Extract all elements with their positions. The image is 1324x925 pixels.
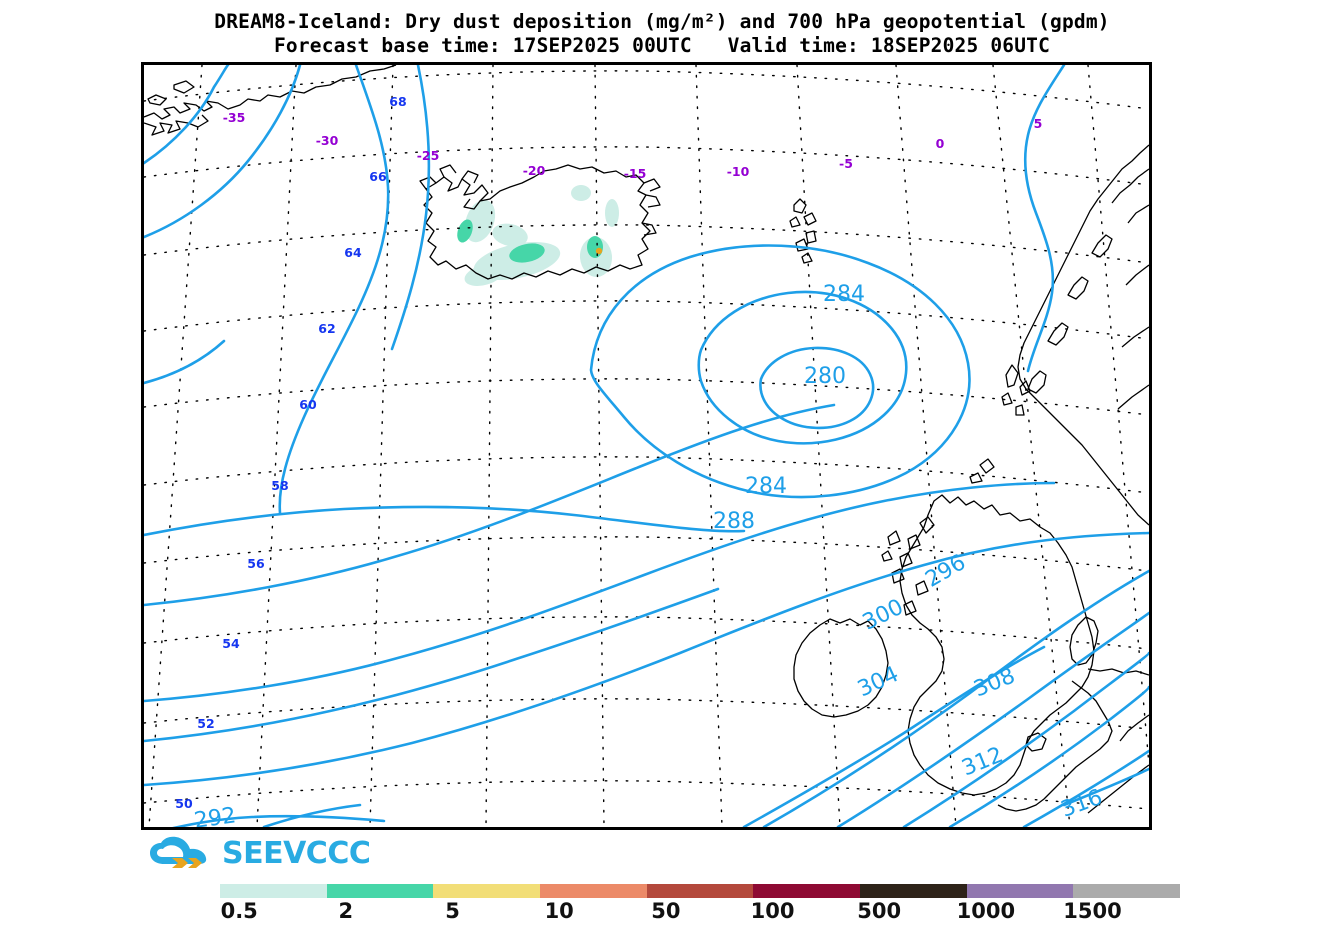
colorbar-segment — [646, 884, 754, 898]
latitude-labels: 68 66 64 62 60 58 56 54 52 50 — [175, 94, 406, 811]
colorbar-tick-label: 1500 — [1063, 899, 1122, 923]
svg-text:280: 280 — [804, 364, 846, 389]
svg-text:-5: -5 — [839, 156, 853, 171]
svg-text:50: 50 — [175, 796, 193, 811]
colorbar-segment — [433, 884, 541, 898]
colorbar-segment — [326, 884, 434, 898]
svg-text:62: 62 — [318, 321, 335, 336]
colorbar-tick-label: 1000 — [956, 899, 1016, 923]
svg-text:284: 284 — [745, 474, 787, 499]
svg-text:300: 300 — [859, 595, 908, 636]
map-canvas: -35 -30 -25 -20 -15 -10 -5 0 5 68 66 64 … — [144, 65, 1149, 827]
svg-text:0: 0 — [936, 136, 945, 151]
cloud-icon — [150, 836, 207, 864]
svg-text:-30: -30 — [316, 133, 339, 148]
colorbar-segment — [860, 884, 967, 898]
colorbar-segment — [220, 884, 327, 898]
svg-text:52: 52 — [197, 716, 214, 731]
colorbar-tick-label: 50 — [651, 899, 681, 923]
svg-text:56: 56 — [247, 556, 265, 571]
colorbar-tick-label: 2 — [338, 899, 354, 923]
svg-text:-20: -20 — [523, 163, 546, 178]
svg-text:-35: -35 — [223, 110, 246, 125]
svg-text:292: 292 — [193, 803, 238, 827]
svg-text:54: 54 — [222, 636, 240, 651]
colorbar-segment — [1073, 884, 1181, 898]
colorbar-tick-label: 100 — [750, 899, 795, 923]
colorbar-segment — [966, 884, 1074, 898]
colorbar-tick-label: 500 — [857, 899, 902, 923]
svg-text:308: 308 — [970, 664, 1018, 703]
colorbar-tick-labels: 0.5 2 5 10 50 100 500 1000 1500 — [220, 899, 1180, 925]
svg-text:-25: -25 — [417, 148, 440, 163]
svg-text:-15: -15 — [624, 166, 647, 181]
colorbar-tick-label: 5 — [445, 899, 460, 923]
colorbar-segment — [753, 884, 861, 898]
svg-text:58: 58 — [271, 478, 288, 493]
svg-text:316: 316 — [1058, 785, 1106, 823]
dust-deposition-layer — [457, 185, 619, 286]
svg-text:-10: -10 — [727, 164, 750, 179]
geopotential-contour-layer — [144, 65, 1149, 827]
arrow-icon — [172, 858, 202, 868]
svg-text:66: 66 — [369, 169, 387, 184]
svg-text:64: 64 — [344, 245, 362, 260]
svg-text:5: 5 — [1034, 116, 1043, 131]
colorbar — [220, 884, 1181, 898]
colorbar-segment — [540, 884, 647, 898]
logo-text: SEEVCCC — [222, 836, 371, 871]
coastline-layer — [144, 65, 1149, 814]
svg-text:288: 288 — [713, 509, 755, 534]
svg-text:68: 68 — [389, 94, 406, 109]
forecast-time-subtitle: Forecast base time: 17SEP2025 00UTC Vali… — [273, 34, 1051, 57]
forecast-map[interactable]: -35 -30 -25 -20 -15 -10 -5 0 5 68 66 64 … — [141, 62, 1152, 830]
svg-text:284: 284 — [823, 282, 865, 307]
svg-text:60: 60 — [299, 397, 317, 412]
colorbar-tick-label: 10 — [544, 899, 574, 923]
graticule-layer — [144, 65, 1149, 827]
svg-text:296: 296 — [921, 550, 970, 593]
page-title: DREAM8-Iceland: Dry dust deposition (mg/… — [214, 10, 1110, 33]
seevccc-logo[interactable] — [148, 836, 358, 872]
chart-title-block: DREAM8-Iceland: Dry dust deposition (mg/… — [0, 10, 1324, 58]
colorbar-tick-label: 0.5 — [220, 899, 258, 923]
longitude-labels: -35 -30 -25 -20 -15 -10 -5 0 5 — [223, 110, 1043, 181]
svg-text:304: 304 — [854, 662, 903, 702]
volcano-marker-icon — [595, 247, 603, 255]
